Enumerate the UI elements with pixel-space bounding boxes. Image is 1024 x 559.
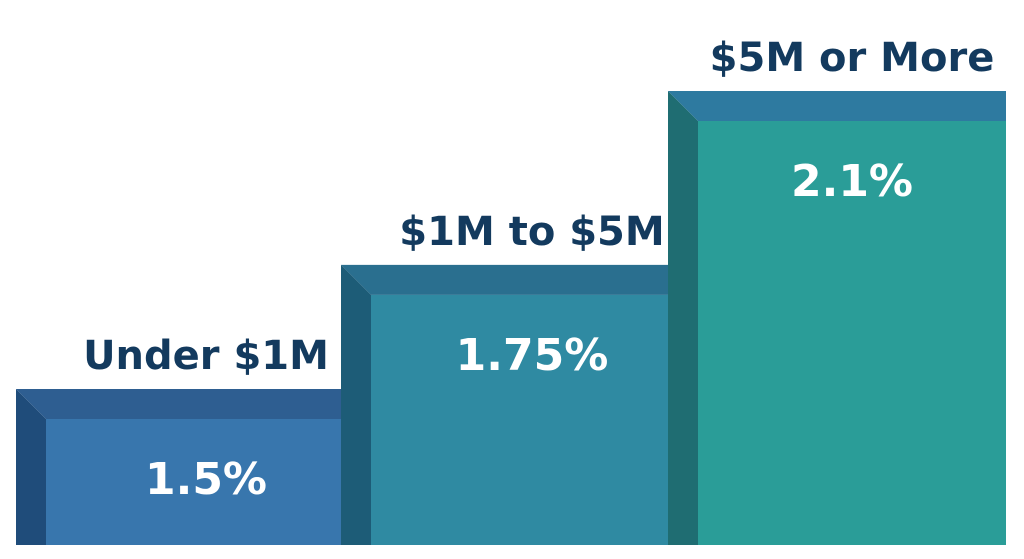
tier-1-value: 1.5% xyxy=(145,454,267,505)
step-1-side xyxy=(16,389,46,545)
tier-3-label: $5M or More xyxy=(710,35,995,81)
step-1-face xyxy=(46,419,366,545)
step-2-side xyxy=(341,264,371,545)
tier-2-value: 1.75% xyxy=(456,330,609,381)
step-3-top xyxy=(668,91,1006,121)
step-2-face xyxy=(371,294,693,545)
tier-3-value: 2.1% xyxy=(791,156,913,207)
step-1 xyxy=(16,389,366,545)
step-3-face xyxy=(698,121,1006,545)
steps-group xyxy=(16,91,1006,545)
step-2 xyxy=(341,264,693,545)
labels-group: Under $1M 1.5% $1M to $5M 1.75% $5M or More 2… xyxy=(83,35,994,505)
step-2-top xyxy=(341,264,693,295)
tier-2-label: $1M to $5M xyxy=(399,209,664,255)
step-3 xyxy=(668,91,1006,545)
tier-1-label: Under $1M xyxy=(83,333,329,379)
step-1-top xyxy=(16,389,366,419)
step-3-side xyxy=(668,91,698,545)
